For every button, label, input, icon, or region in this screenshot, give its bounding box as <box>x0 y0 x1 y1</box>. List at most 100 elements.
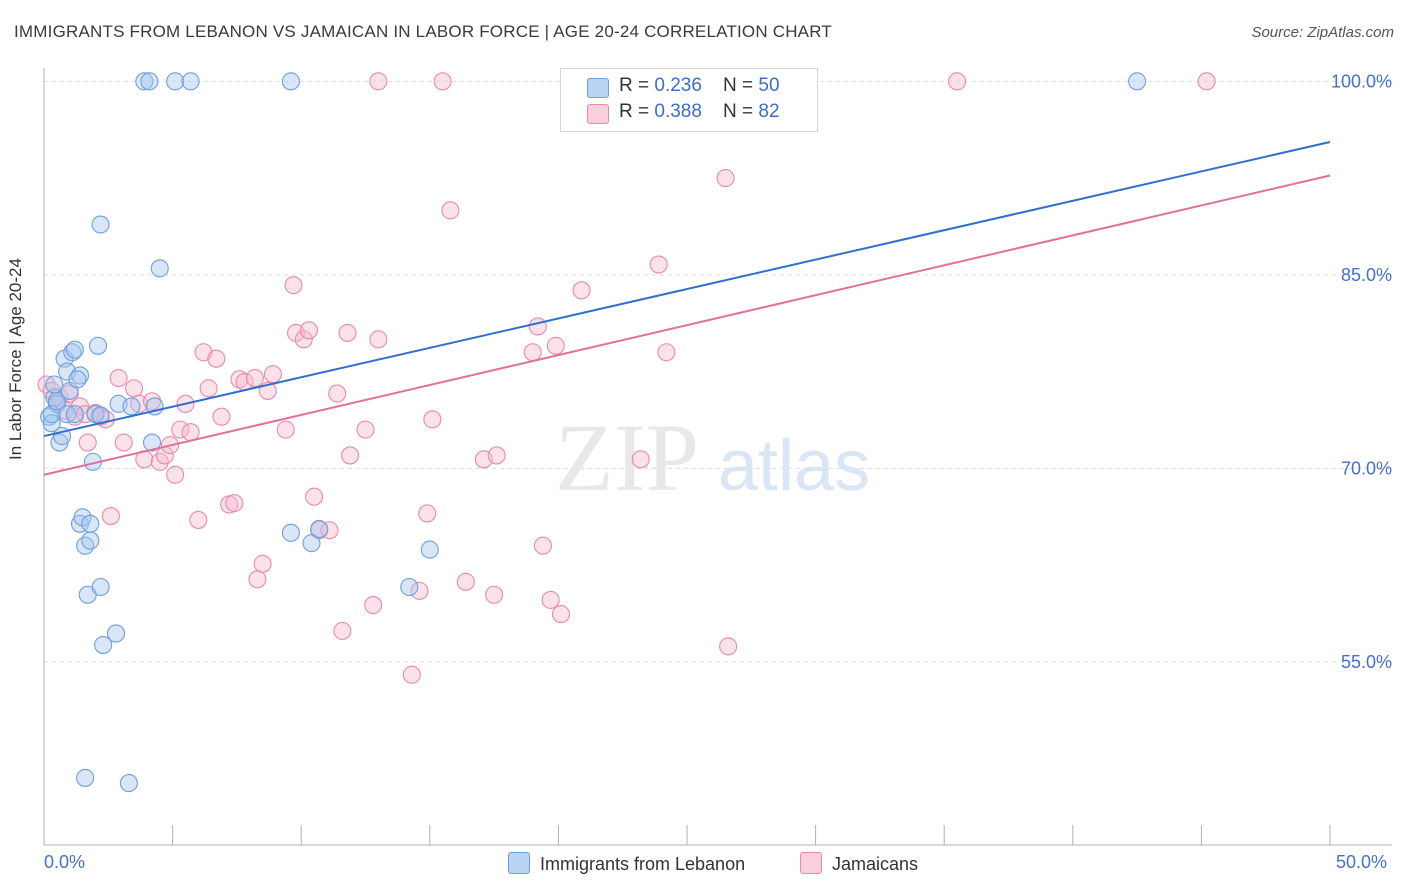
jamaican-point <box>284 276 303 295</box>
lebanon-point <box>106 624 126 643</box>
legend-r-value: 0.388 <box>654 101 702 122</box>
jamaican-point <box>546 336 565 355</box>
jamaican-point <box>181 423 200 442</box>
lebanon-point <box>91 215 110 234</box>
jamaican-point <box>341 446 360 465</box>
jamaican-point <box>142 392 162 411</box>
jamaican-point <box>433 72 452 91</box>
legend-item-lebanon[interactable]: Immigrants from Lebanon <box>508 852 745 875</box>
grid-layer <box>44 80 1392 663</box>
jamaican-point <box>456 572 475 591</box>
jamaican-point <box>276 420 295 439</box>
lebanon-point <box>68 370 87 389</box>
legend-label-lebanon: Immigrants from Lebanon <box>540 854 746 874</box>
tick-label-layer: 100.0% 85.0% 70.0% 55.0% <box>1331 71 1392 671</box>
y-tick-label: 85.0% <box>1341 265 1392 285</box>
lebanon-point <box>140 72 159 91</box>
jamaican-point <box>485 585 504 604</box>
jamaican-trend-line <box>43 174 1331 476</box>
x-tick-label-min: 0.0% <box>44 852 86 872</box>
lebanon-point <box>420 540 439 559</box>
lebanon-point <box>81 514 100 533</box>
jamaican-point <box>364 596 383 615</box>
legend-stats-jamaicans: R = 0.388 N = 82 <box>619 101 780 122</box>
y-tick-label: 70.0% <box>1341 458 1392 478</box>
y-tick-label: 100.0% <box>1331 71 1392 91</box>
jamaican-point <box>523 343 542 362</box>
jamaican-point <box>78 433 97 452</box>
jamaican-point <box>245 368 264 388</box>
lebanon-point <box>122 397 141 416</box>
lebanon-point <box>400 577 419 597</box>
jamaican-point <box>101 507 120 526</box>
jamaican-point <box>124 379 144 398</box>
jamaican-point <box>418 504 437 523</box>
legend-swatch-jamaicans <box>587 104 609 124</box>
lebanon-point <box>91 577 110 597</box>
lebanon-point <box>58 405 77 424</box>
lebanon-point <box>65 340 84 359</box>
jamaican-point <box>248 570 267 589</box>
jamaican-point <box>948 72 967 91</box>
lebanon-point <box>135 72 154 91</box>
jamaican-point <box>114 433 133 452</box>
x-tick-label-max: 50.0% <box>1336 852 1388 872</box>
jamaican-point <box>263 365 282 384</box>
source-label: Source: ZipAtlas.com <box>1251 24 1394 41</box>
lebanon-point <box>45 375 64 394</box>
jamaican-point <box>212 407 231 426</box>
lebanon-point <box>166 72 185 91</box>
legend-n-value: 50 <box>758 75 780 96</box>
jamaican-point <box>631 450 650 469</box>
lebanon-point <box>302 534 321 553</box>
jamaican-point <box>299 321 318 340</box>
lebanon-point <box>76 536 95 555</box>
jamaican-point <box>1197 72 1216 91</box>
lebanon-point <box>281 72 300 91</box>
y-axis-label: In Labor Force | Age 20-24 <box>6 258 25 460</box>
watermark-zip: ZIP <box>555 404 699 511</box>
legend-swatch-lebanon <box>508 852 530 874</box>
jamaican-point <box>328 384 347 403</box>
trend-layer <box>43 141 1331 476</box>
jamaican-point <box>305 487 324 506</box>
jamaican-point <box>649 255 668 274</box>
y-tick-label: 55.0% <box>1341 652 1392 672</box>
legend-label-jamaicans: Jamaicans <box>832 854 919 874</box>
jamaican-point <box>109 368 128 388</box>
jamaican-point <box>356 420 375 439</box>
jamaican-point <box>199 379 218 398</box>
lebanon-point <box>76 768 95 787</box>
legend-r-value: 0.236 <box>654 75 702 96</box>
jamaican-point <box>189 510 208 529</box>
lebanon-point <box>63 343 82 362</box>
legend-swatch-lebanon <box>587 78 609 98</box>
jamaican-point <box>410 581 429 600</box>
jamaican-point <box>230 370 249 389</box>
jamaican-point <box>533 536 553 555</box>
jamaican-point <box>423 410 442 429</box>
lebanon-point <box>88 336 108 355</box>
watermark-atlas: atlas <box>718 426 870 506</box>
jamaican-point <box>369 330 388 349</box>
lebanon-point <box>47 392 66 411</box>
jamaican-point <box>657 343 676 362</box>
axes-layer <box>43 68 1392 846</box>
jamaican-point <box>441 201 460 220</box>
jamaican-point <box>719 637 738 656</box>
jamaican-point <box>402 665 421 684</box>
lebanon-point <box>65 405 84 424</box>
jamaican-point <box>166 465 185 484</box>
jamaican-point <box>528 317 547 336</box>
lebanon-trend-line <box>43 141 1331 438</box>
jamaican-point <box>333 621 352 640</box>
lebanon-point <box>142 433 162 452</box>
jamaican-point <box>338 323 357 342</box>
chart-title: IMMIGRANTS FROM LEBANON VS JAMAICAN IN L… <box>14 22 832 41</box>
lebanon-point <box>94 636 113 655</box>
lebanon-point <box>81 531 100 550</box>
legend-item-jamaicans[interactable]: Jamaicans <box>800 852 918 875</box>
correlation-legend: R = 0.236 N = 50 R = 0.388 N = 82 <box>560 68 818 132</box>
jamaican-point <box>716 169 735 188</box>
